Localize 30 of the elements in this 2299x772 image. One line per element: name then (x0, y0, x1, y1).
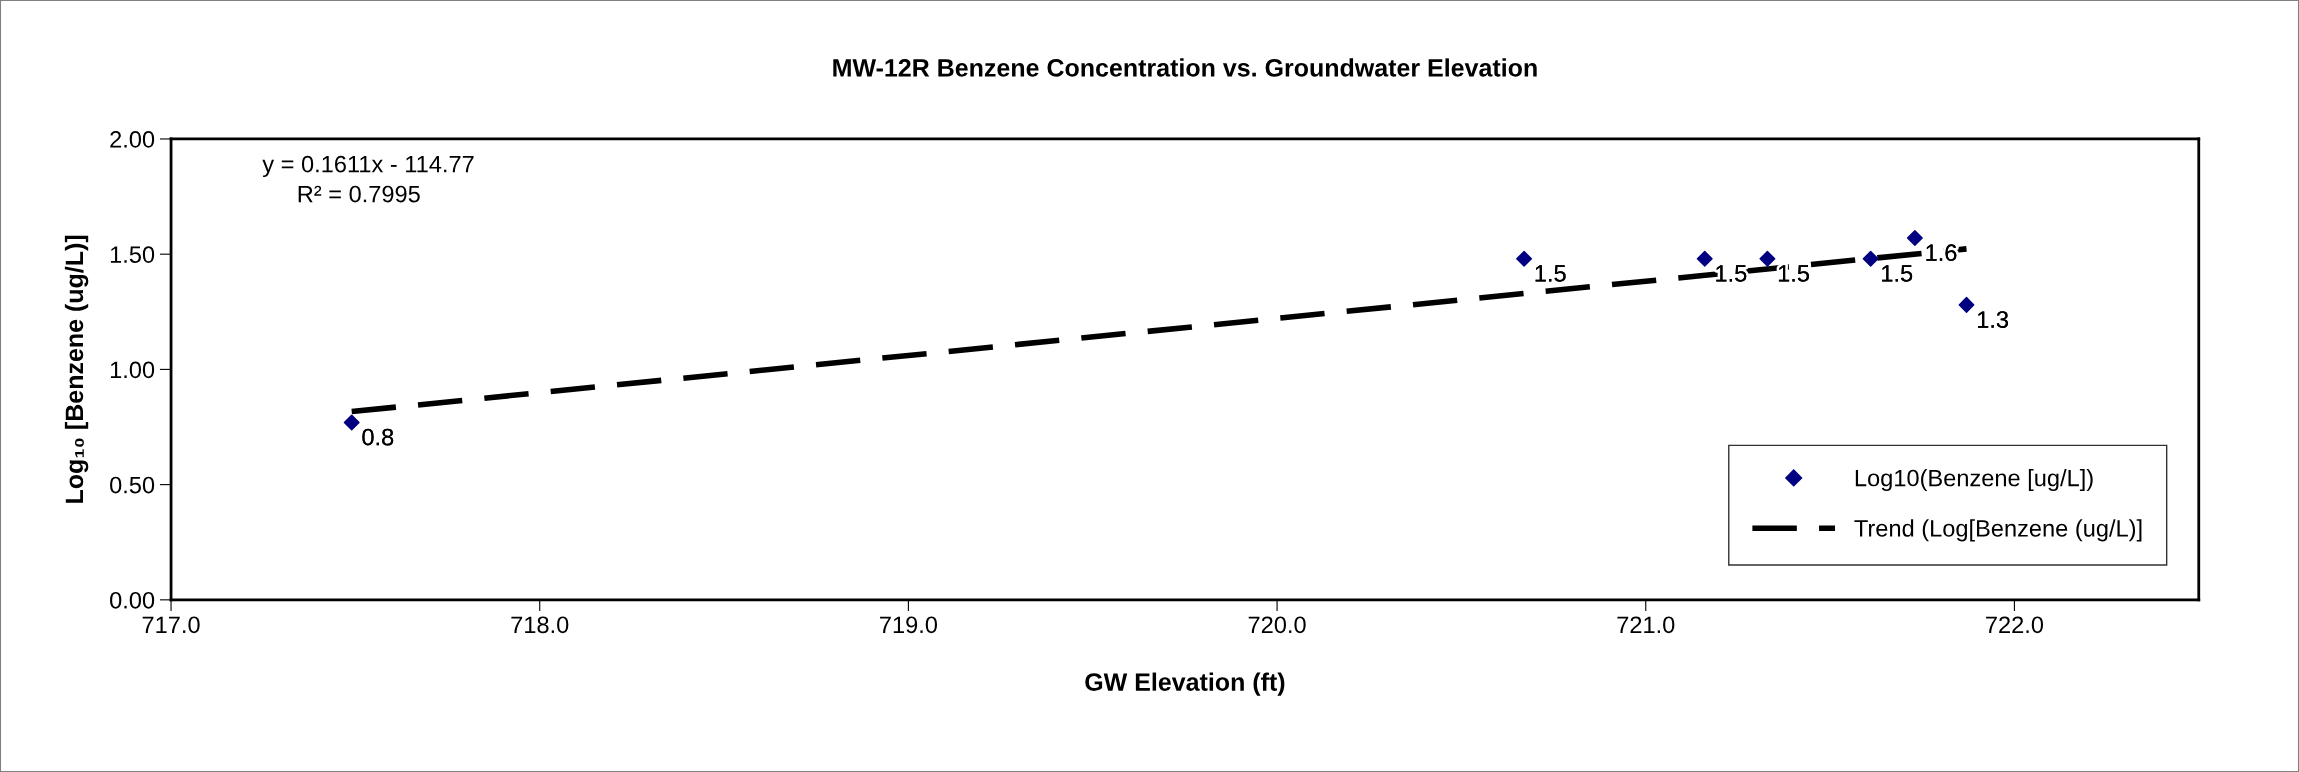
x-tick-label: 717.0 (142, 616, 200, 634)
point (1862, 250, 1879, 267)
x-axis-title: GW Elevation (ft) (1085, 672, 1285, 696)
point (1696, 250, 1713, 267)
y-tick-label: 1.50 (110, 246, 155, 263)
x-tick-label: 722.0 (1986, 616, 2044, 634)
y-tick-label: 0.50 (110, 476, 155, 494)
y-tick-label: 2.00 (110, 131, 155, 148)
x-tick-label: 721.0 (1617, 616, 1675, 634)
x-tick-label: 718.0 (511, 616, 569, 634)
legend-label: Log10(Benzene [ug/L]) (1855, 469, 2093, 492)
y-tick-label: 0.00 (110, 591, 155, 609)
y-axis-title: Log₁₀ [Benzene (ug/L)] (64, 235, 89, 503)
annotation: y = 0.1611x - 114.77 (262, 155, 474, 178)
annotation: R² = 0.7995 (298, 185, 420, 203)
data-label: 1.3 (1978, 311, 2008, 328)
data-label: 1.5 (1535, 265, 1566, 282)
data-label: 0.8 (362, 428, 394, 446)
point (1759, 250, 1776, 267)
point (1906, 230, 1923, 247)
legend-label: Trend (Log[Benzene (ug/L)] (1854, 519, 2142, 542)
data-label: 1.5 (1716, 265, 1747, 282)
point (343, 414, 360, 431)
x-tick-label: 720.0 (1248, 616, 1306, 634)
point (1516, 250, 1533, 267)
y-tick-label: 1.00 (110, 361, 155, 379)
point (1958, 296, 1975, 313)
data-label: 1.5 (1882, 265, 1913, 282)
x-tick-label: 719.0 (880, 616, 938, 634)
chart-title: MW-12R Benzene Concentration vs. Groundwater Elevation (833, 58, 1537, 77)
